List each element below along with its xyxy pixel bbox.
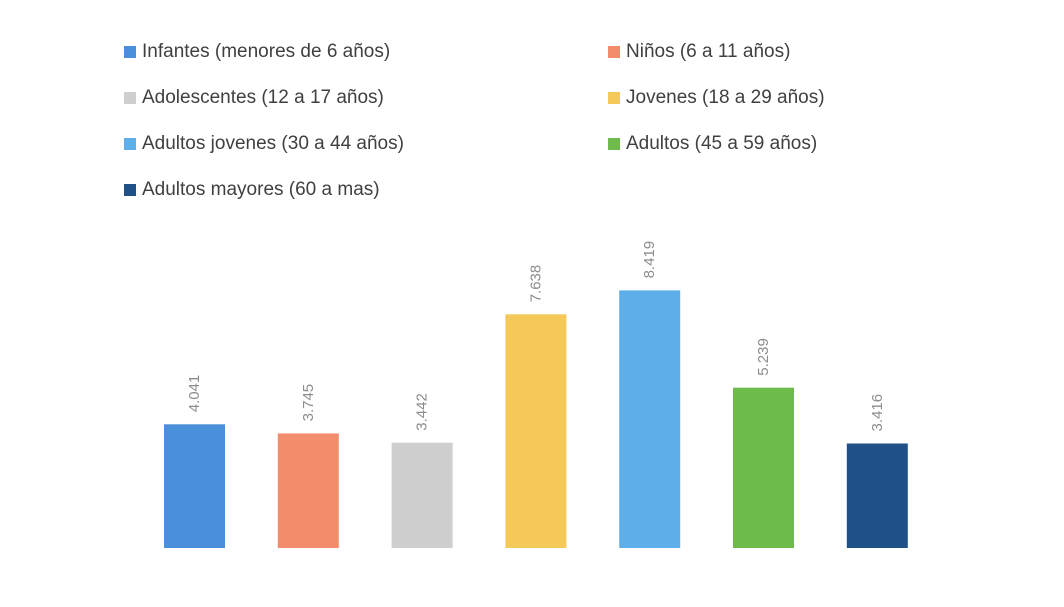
legend-label-adolescentes: Adolescentes (12 a 17 años) xyxy=(142,87,384,108)
legend-swatch-infantes xyxy=(124,46,136,58)
legend-item-ninos: Niños (6 a 11 años) xyxy=(608,34,884,70)
legend-item-adolescentes: Adolescentes (12 a 17 años) xyxy=(124,80,608,116)
value-label-ninos: 3.745 xyxy=(300,384,317,422)
legend-label-adultos-jovenes: Adultos jovenes (30 a 44 años) xyxy=(142,133,404,154)
legend-item-infantes: Infantes (menores de 6 años) xyxy=(124,34,608,70)
legend-swatch-ninos xyxy=(608,46,620,58)
legend-swatch-adultos-jovenes xyxy=(124,138,136,150)
legend-label-adultos: Adultos (45 a 59 años) xyxy=(626,133,818,154)
value-label-jovenes: 7.638 xyxy=(527,265,544,303)
legend-label-infantes: Infantes (menores de 6 años) xyxy=(142,41,391,62)
bar-infantes xyxy=(164,424,225,548)
bar-adultos xyxy=(733,387,794,548)
legend-label-ninos: Niños (6 a 11 años) xyxy=(626,41,791,62)
value-label-adolescentes: 3.442 xyxy=(414,393,431,431)
legend-label-jovenes: Jovenes (18 a 29 años) xyxy=(626,87,825,108)
bar-adultos-mayores xyxy=(846,443,908,548)
bar-adolescentes xyxy=(391,442,453,548)
legend-item-adultos-jovenes: Adultos jovenes (30 a 44 años) xyxy=(124,126,608,162)
value-label-adultos-mayores: 3.416 xyxy=(869,394,886,432)
legend-swatch-adultos xyxy=(608,138,620,150)
bar-jovenes xyxy=(505,314,567,548)
legend-swatch-adolescentes xyxy=(124,92,136,104)
legend-swatch-jovenes xyxy=(608,92,620,104)
legend-swatch-adultos-mayores xyxy=(124,184,136,196)
bar-adultos-jovenes xyxy=(619,290,681,548)
value-label-adultos: 5.239 xyxy=(755,338,772,376)
bar-ninos xyxy=(277,433,339,548)
value-label-adultos-jovenes: 8.419 xyxy=(641,241,658,279)
legend-item-jovenes: Jovenes (18 a 29 años) xyxy=(608,80,884,116)
legend: Infantes (menores de 6 años) Niños (6 a … xyxy=(124,34,884,208)
legend-item-adultos: Adultos (45 a 59 años) xyxy=(608,126,884,162)
value-label-infantes: 4.041 xyxy=(186,375,203,413)
legend-item-adultos-mayores: Adultos mayores (60 a mas) xyxy=(124,172,608,208)
legend-label-adultos-mayores: Adultos mayores (60 a mas) xyxy=(142,179,380,200)
